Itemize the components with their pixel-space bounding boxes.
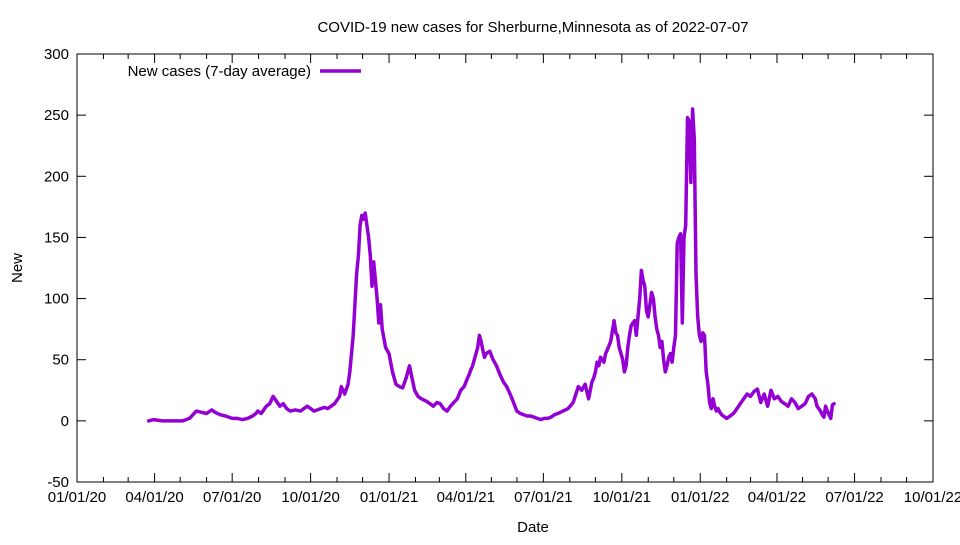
y-tick-label: 100 — [44, 291, 69, 308]
x-axis-label: Date — [517, 519, 549, 536]
legend-label: New cases (7-day average) — [128, 63, 311, 80]
x-tick-label: 01/01/22 — [671, 489, 729, 506]
series-layer — [146, 107, 836, 423]
y-axis-label: New — [9, 253, 26, 283]
x-tick-label: 07/01/22 — [825, 489, 883, 506]
axis-ticks — [76, 53, 934, 483]
x-tick-label: 10/01/20 — [281, 489, 339, 506]
y-tick-label: 150 — [44, 229, 69, 246]
x-tick-label: 07/01/21 — [514, 489, 572, 506]
y-tick-label: 300 — [44, 46, 69, 63]
chart-title: COVID-19 new cases for Sherburne,Minneso… — [317, 19, 748, 36]
x-tick-label: 01/01/21 — [360, 489, 418, 506]
x-tick-label: 04/01/21 — [437, 489, 495, 506]
x-tick-label: 01/01/20 — [48, 489, 106, 506]
x-tick-label: 04/01/22 — [748, 489, 806, 506]
x-tick-label: 04/01/20 — [125, 489, 183, 506]
x-tick-labels: 01/01/20 04/01/20 07/01/20 10/01/20 01/01/21… — [48, 489, 960, 506]
x-tick-label: 10/01/22 — [904, 489, 960, 506]
y-tick-labels: -50 0 50 100 150 200 250 300 — [44, 46, 69, 491]
y-tick-label: 200 — [44, 168, 69, 185]
x-tick-label: 07/01/20 — [203, 489, 261, 506]
x-tick-label: 10/01/21 — [593, 489, 651, 506]
y-tick-label: 0 — [61, 413, 69, 430]
series-line-new-cases — [146, 107, 836, 423]
y-tick-label: 50 — [52, 352, 69, 369]
y-tick-label: 250 — [44, 107, 69, 124]
legend: New cases (7-day average) — [128, 63, 361, 80]
plot-area-border — [76, 53, 934, 483]
y-tick-label: -50 — [47, 474, 69, 491]
